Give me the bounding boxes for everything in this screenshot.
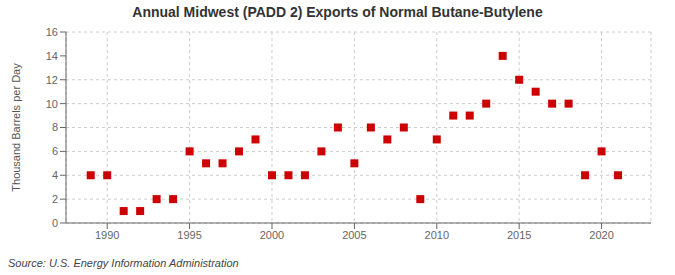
svg-text:2020: 2020: [589, 229, 613, 241]
svg-text:2005: 2005: [342, 229, 366, 241]
svg-text:2015: 2015: [507, 229, 531, 241]
svg-text:1990: 1990: [95, 229, 119, 241]
html-text:Annual Midwest (PADD 2) Export: Annual Midwest (PADD 2) Exports of Norma…: [132, 4, 543, 20]
svg-text:2010: 2010: [425, 229, 449, 241]
svg-text:2000: 2000: [260, 229, 284, 241]
svg-text:2: 2: [52, 193, 58, 205]
svg-text:10: 10: [46, 98, 58, 110]
svg-text:14: 14: [46, 50, 58, 62]
svg-text:4: 4: [52, 169, 58, 181]
svg-text:6: 6: [52, 145, 58, 157]
svg-text:Thousand Barrels per Day: Thousand Barrels per Day: [10, 63, 22, 192]
svg-text:1995: 1995: [177, 229, 201, 241]
svg-text:16: 16: [46, 26, 58, 38]
svg-text:0: 0: [52, 217, 58, 229]
svg-text:8: 8: [52, 121, 58, 133]
svg-text:12: 12: [46, 74, 58, 86]
html-text:Source: U.S. Energy Informatio: Source: U.S. Energy Information Administ…: [8, 257, 239, 269]
